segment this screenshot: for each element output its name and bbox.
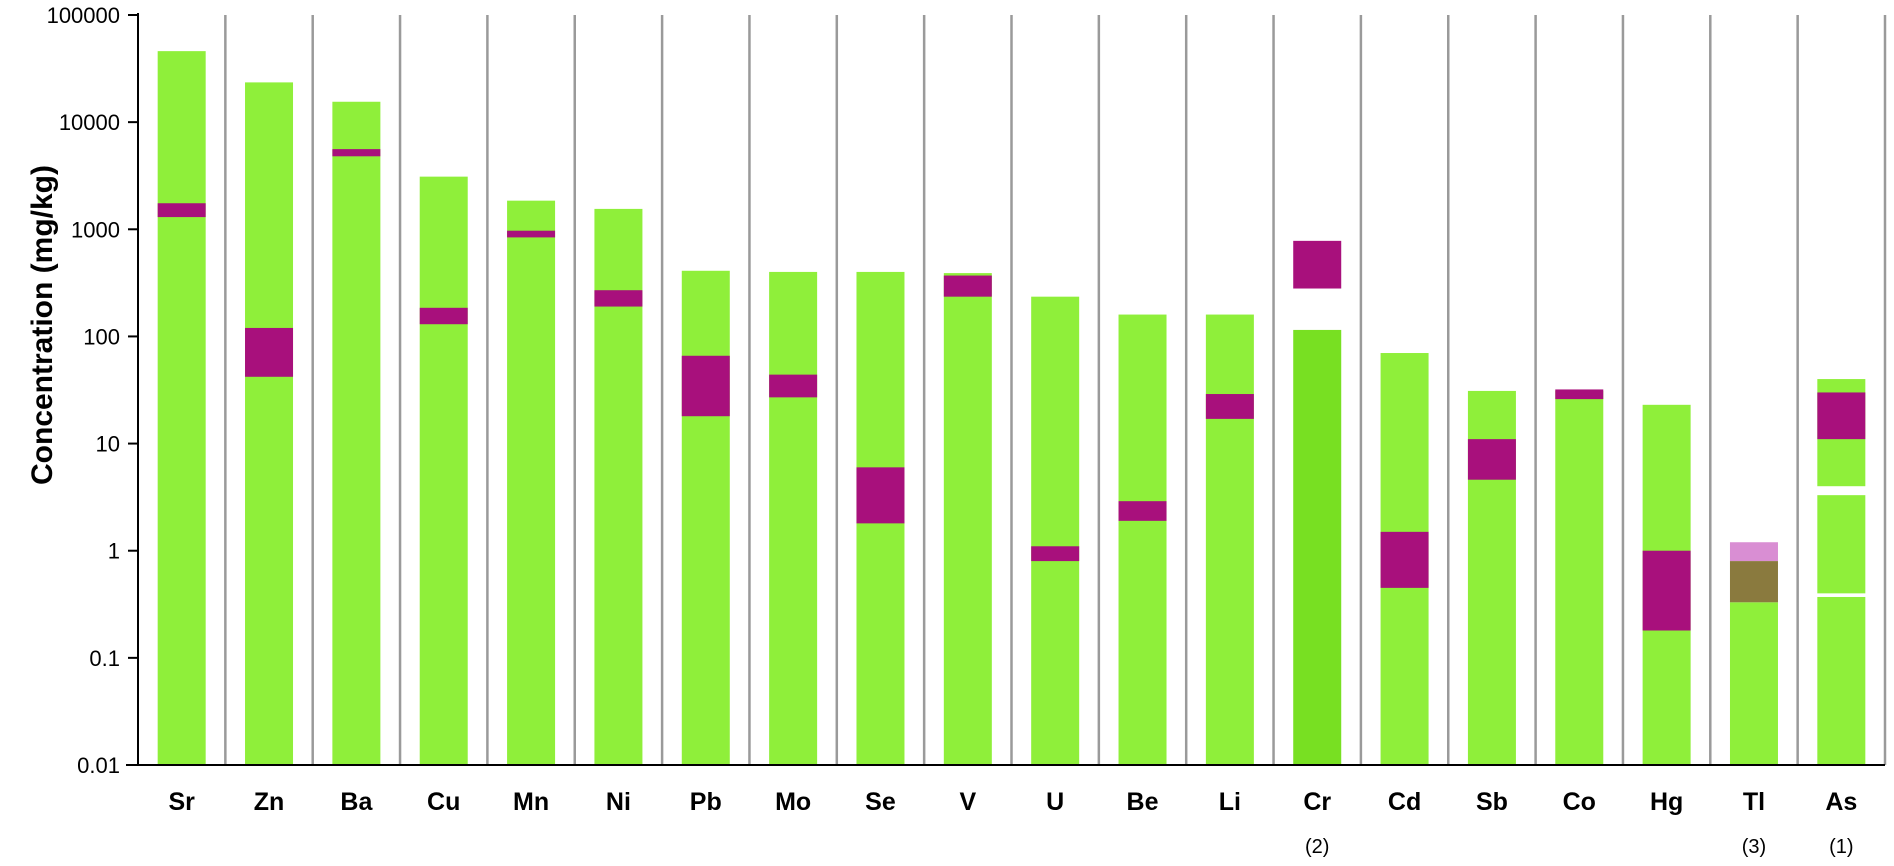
x-tick-note-as: (1) (1829, 836, 1853, 858)
x-tick-label-as: As (1825, 788, 1857, 816)
x-tick-label-co: Co (1563, 788, 1596, 816)
bar-cr-band (1293, 240, 1342, 289)
bar-pb-range (681, 270, 730, 765)
bar-be-band (1118, 501, 1167, 521)
bar-be-range (1118, 314, 1167, 765)
y-tick-label: 10 (96, 432, 120, 457)
bar-mo-range (769, 271, 818, 765)
bar-pb-band (681, 355, 730, 417)
x-tick-label-se: Se (865, 788, 896, 816)
bar-li-range (1205, 314, 1254, 765)
bar-u-range (1031, 296, 1080, 765)
y-tick-label: 10000 (59, 110, 120, 135)
x-tick-label-li: Li (1219, 788, 1241, 816)
bar-ba-range (332, 101, 381, 765)
bar-v-band (943, 275, 992, 297)
bar-v-range (943, 273, 992, 765)
bar-cd-band (1380, 531, 1429, 588)
y-tick-label: 0.01 (77, 753, 120, 778)
x-tick-label-sb: Sb (1476, 788, 1508, 816)
y-tick-label: 1000 (71, 217, 120, 242)
bar-li-band (1205, 394, 1254, 419)
bar-ba-band (332, 149, 381, 157)
bar-tl-band-light (1729, 542, 1778, 562)
x-tick-label-u: U (1046, 788, 1064, 816)
y-tick-label: 100 (83, 324, 120, 349)
bar-sr-band (157, 203, 206, 218)
axes (126, 13, 1885, 766)
bar-cr-range-dark (1293, 329, 1342, 765)
bar-zn-range (245, 82, 294, 765)
bar-as-band (1817, 392, 1866, 440)
category-gridlines (224, 15, 1887, 765)
bar-mn-range (507, 200, 556, 766)
bar-sb-band (1467, 439, 1516, 480)
bar-co-range (1555, 390, 1604, 765)
x-tick-label-v: V (959, 788, 976, 816)
bar-ni-band (594, 290, 643, 307)
bar-sr-range (157, 51, 206, 765)
x-tick-label-mn: Mn (513, 788, 549, 816)
x-tick-label-tl: Tl (1743, 788, 1765, 816)
bar-as-range (1817, 596, 1866, 765)
bar-tl-band-overlap (1729, 561, 1778, 603)
y-tick-label: 0.1 (89, 646, 120, 671)
bar-se-band (856, 467, 905, 524)
bar-co-band (1555, 389, 1604, 400)
tick-labels: Sr Zn Ba Cu Mn Ni Pb Mo Se V U Be Li Cr (2) Cd Sb Co Hg Tl (… (47, 3, 1858, 858)
x-tick-note-tl: (3) (1742, 836, 1766, 858)
x-tick-label-cu: Cu (427, 788, 460, 816)
x-tick-note-cr: (2) (1305, 836, 1329, 858)
bar-tl-range (1729, 602, 1778, 765)
x-tick-label-cr: Cr (1303, 788, 1331, 816)
bar-zn-band (245, 327, 294, 377)
x-tick-label-ni: Ni (606, 788, 631, 816)
x-tick-label-cd: Cd (1388, 788, 1421, 816)
bar-cu-band (419, 307, 468, 325)
x-tick-label-zn: Zn (254, 788, 285, 816)
x-tick-label-pb: Pb (690, 788, 722, 816)
bar-as-range (1817, 495, 1866, 594)
x-tick-label-ba: Ba (340, 788, 373, 816)
x-tick-label-mo: Mo (775, 788, 811, 816)
x-tick-label-sr: Sr (168, 788, 195, 816)
y-tick-label: 100000 (47, 3, 120, 28)
x-tick-label-hg: Hg (1650, 788, 1683, 816)
bar-hg-band (1642, 550, 1691, 631)
bars (157, 51, 1866, 766)
bar-mo-band (769, 374, 818, 398)
y-tick-label: 1 (108, 539, 120, 564)
x-tick-label-be: Be (1127, 788, 1159, 816)
y-axis-label: Concentration (mg/kg) (26, 165, 59, 485)
bar-mn-band (507, 230, 556, 238)
bar-u-band (1031, 546, 1080, 562)
bar-cu-range (419, 176, 468, 765)
